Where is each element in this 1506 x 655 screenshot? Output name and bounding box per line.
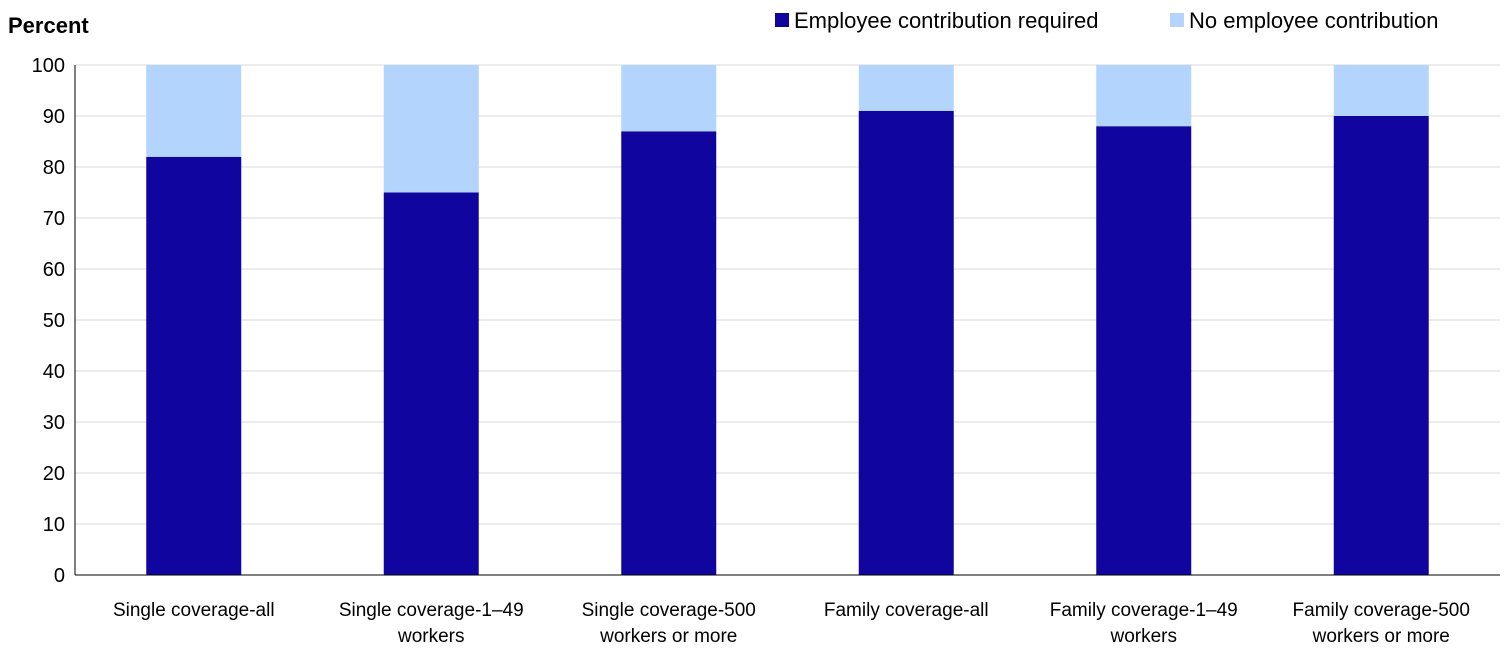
bar-segment bbox=[383, 65, 479, 193]
x-tick-label: Single coverage-1–49 bbox=[339, 600, 524, 621]
bar-segment bbox=[1333, 65, 1429, 116]
y-tick-label: 80 bbox=[43, 157, 65, 179]
bar-segment bbox=[1096, 126, 1192, 575]
legend-label: No employee contribution bbox=[1189, 8, 1438, 33]
x-tick-label: Family coverage-all bbox=[824, 600, 989, 621]
bar-segment bbox=[858, 65, 954, 111]
x-tick-label: Single coverage-all bbox=[113, 600, 275, 621]
y-tick-label: 40 bbox=[43, 361, 65, 383]
y-tick-label: 0 bbox=[54, 565, 65, 587]
bar-segment bbox=[383, 192, 479, 575]
y-tick-label: 10 bbox=[43, 514, 65, 536]
gridlines bbox=[75, 64, 1500, 525]
axes: 0 10 20 30 40 50 60 70 80 90 100 Single coverage-al… bbox=[32, 55, 1500, 647]
x-tick-label: workers or more bbox=[599, 626, 737, 647]
bar-segment bbox=[146, 156, 242, 576]
bar-segment bbox=[858, 110, 954, 576]
legend-swatch bbox=[775, 13, 789, 27]
bar-segment bbox=[1096, 65, 1192, 127]
bar-segment bbox=[621, 131, 717, 576]
legend-label: Employee contribution required bbox=[794, 8, 1099, 33]
legend: Employee contribution required No employe… bbox=[775, 8, 1438, 33]
bar-segment bbox=[146, 65, 242, 157]
y-tick-label: 60 bbox=[43, 259, 65, 281]
x-tick-label: workers bbox=[397, 626, 465, 647]
bar-segment bbox=[621, 65, 717, 132]
x-tick-label: Family coverage-500 bbox=[1293, 600, 1470, 621]
x-tick-label: Family coverage-1–49 bbox=[1050, 600, 1238, 621]
y-tick-label: 90 bbox=[43, 106, 65, 128]
y-tick-label: 20 bbox=[43, 463, 65, 485]
y-tick-label: 30 bbox=[43, 412, 65, 434]
y-tick-label: 70 bbox=[43, 208, 65, 230]
legend-swatch bbox=[1170, 13, 1184, 27]
y-tick-label: 50 bbox=[43, 310, 65, 332]
x-tick-label: workers bbox=[1109, 626, 1177, 647]
y-tick-label: 100 bbox=[32, 55, 65, 77]
bars bbox=[146, 65, 1429, 576]
x-tick-label: Single coverage-500 bbox=[582, 600, 756, 621]
bar-segment bbox=[1333, 116, 1429, 575]
x-tick-label: workers or more bbox=[1312, 626, 1450, 647]
y-axis-label: Percent bbox=[8, 13, 89, 38]
